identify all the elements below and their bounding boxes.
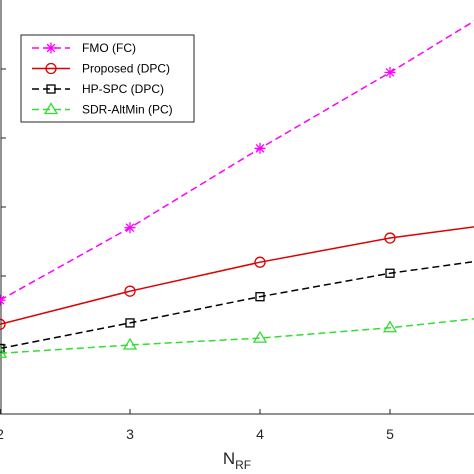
legend-label-0: FMO (FC) — [82, 41, 136, 55]
data-point-3-1 — [122, 337, 138, 350]
legend-entry-1: Proposed (DPC) — [32, 62, 170, 76]
series-1 — [0, 226, 474, 330]
x-ticks: 2 3 4 5 — [0, 409, 394, 442]
legend-entries: FMO (FC) Proposed (DPC) HP-SPC (DPC) SDR-Al… — [32, 41, 173, 117]
x-tick-label-1: 3 — [126, 426, 134, 442]
series-3 — [0, 318, 474, 358]
x-tick-label-0: 2 — [0, 426, 4, 442]
legend-marker-0 — [45, 42, 57, 54]
series-line-2 — [0, 260, 474, 350]
legend-entry-2: HP-SPC (DPC) — [32, 82, 164, 96]
data-point-2-3 — [385, 268, 395, 278]
data-point-1-2 — [254, 256, 266, 268]
data-point-1-1 — [124, 285, 136, 297]
data-point-0-0 — [0, 294, 6, 306]
legend-entry-0: FMO (FC) — [32, 41, 136, 55]
legend-label-3: SDR-AltMin (PC) — [82, 103, 173, 117]
data-point-0-2 — [254, 142, 266, 154]
x-axis-label-main: N — [223, 449, 235, 468]
data-point-3-0 — [0, 346, 8, 358]
data-point-2-2 — [255, 292, 265, 302]
data-point-1-0 — [0, 318, 6, 330]
legend-label-2: HP-SPC (DPC) — [82, 82, 164, 96]
series-0 — [0, 20, 474, 306]
legend-entry-3: SDR-AltMin (PC) — [32, 102, 173, 117]
legend-marker-1 — [45, 62, 57, 75]
data-point-3-2 — [252, 330, 268, 343]
series-layer — [0, 20, 474, 358]
series-line-3 — [0, 318, 474, 355]
x-axis-label: NRF — [223, 449, 251, 472]
data-point-3-3 — [382, 320, 398, 333]
data-point-2-1 — [125, 318, 135, 328]
x-tick-label-3: 5 — [386, 426, 394, 442]
legend-marker-3 — [43, 102, 59, 115]
data-point-1-3 — [384, 232, 396, 244]
series-2 — [0, 260, 474, 354]
data-point-2-0 — [0, 343, 5, 354]
legend-label-1: Proposed (DPC) — [82, 62, 170, 76]
legend-marker-2 — [46, 84, 56, 94]
series-line-1 — [0, 226, 474, 326]
data-point-0-1 — [124, 222, 136, 234]
x-tick-label-2: 4 — [256, 426, 264, 442]
x-axis-label-subscript: RF — [235, 458, 251, 472]
data-point-0-3 — [384, 66, 396, 78]
legend: FMO (FC) Proposed (DPC) HP-SPC (DPC) SDR-Al… — [20, 34, 195, 123]
